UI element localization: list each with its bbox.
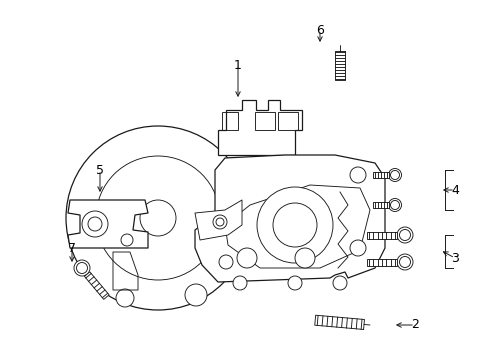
Circle shape <box>185 284 207 306</box>
Text: 5: 5 <box>96 163 104 176</box>
Circle shape <box>350 240 366 256</box>
Circle shape <box>233 276 247 290</box>
Circle shape <box>74 260 90 276</box>
Circle shape <box>397 254 413 270</box>
Circle shape <box>295 248 315 268</box>
Text: 3: 3 <box>451 252 459 265</box>
Polygon shape <box>195 155 385 282</box>
Polygon shape <box>195 200 242 240</box>
Polygon shape <box>218 100 302 155</box>
Text: 6: 6 <box>316 23 324 36</box>
Circle shape <box>219 255 233 269</box>
Circle shape <box>82 211 108 237</box>
Text: 7: 7 <box>68 242 76 255</box>
Text: 2: 2 <box>411 319 419 332</box>
Circle shape <box>116 289 134 307</box>
Circle shape <box>273 203 317 247</box>
Polygon shape <box>367 258 397 266</box>
Circle shape <box>288 276 302 290</box>
Circle shape <box>389 198 401 212</box>
Polygon shape <box>373 202 389 208</box>
Circle shape <box>350 167 366 183</box>
Text: 1: 1 <box>234 59 242 72</box>
Circle shape <box>333 276 347 290</box>
Circle shape <box>121 234 133 246</box>
Polygon shape <box>68 200 148 248</box>
Text: 4: 4 <box>451 184 459 197</box>
Polygon shape <box>373 172 389 178</box>
Circle shape <box>66 126 250 310</box>
Circle shape <box>237 248 257 268</box>
Circle shape <box>257 187 333 263</box>
Circle shape <box>389 168 401 181</box>
Polygon shape <box>84 272 109 300</box>
Circle shape <box>213 215 227 229</box>
Circle shape <box>397 227 413 243</box>
Circle shape <box>140 200 176 236</box>
Polygon shape <box>367 231 397 239</box>
